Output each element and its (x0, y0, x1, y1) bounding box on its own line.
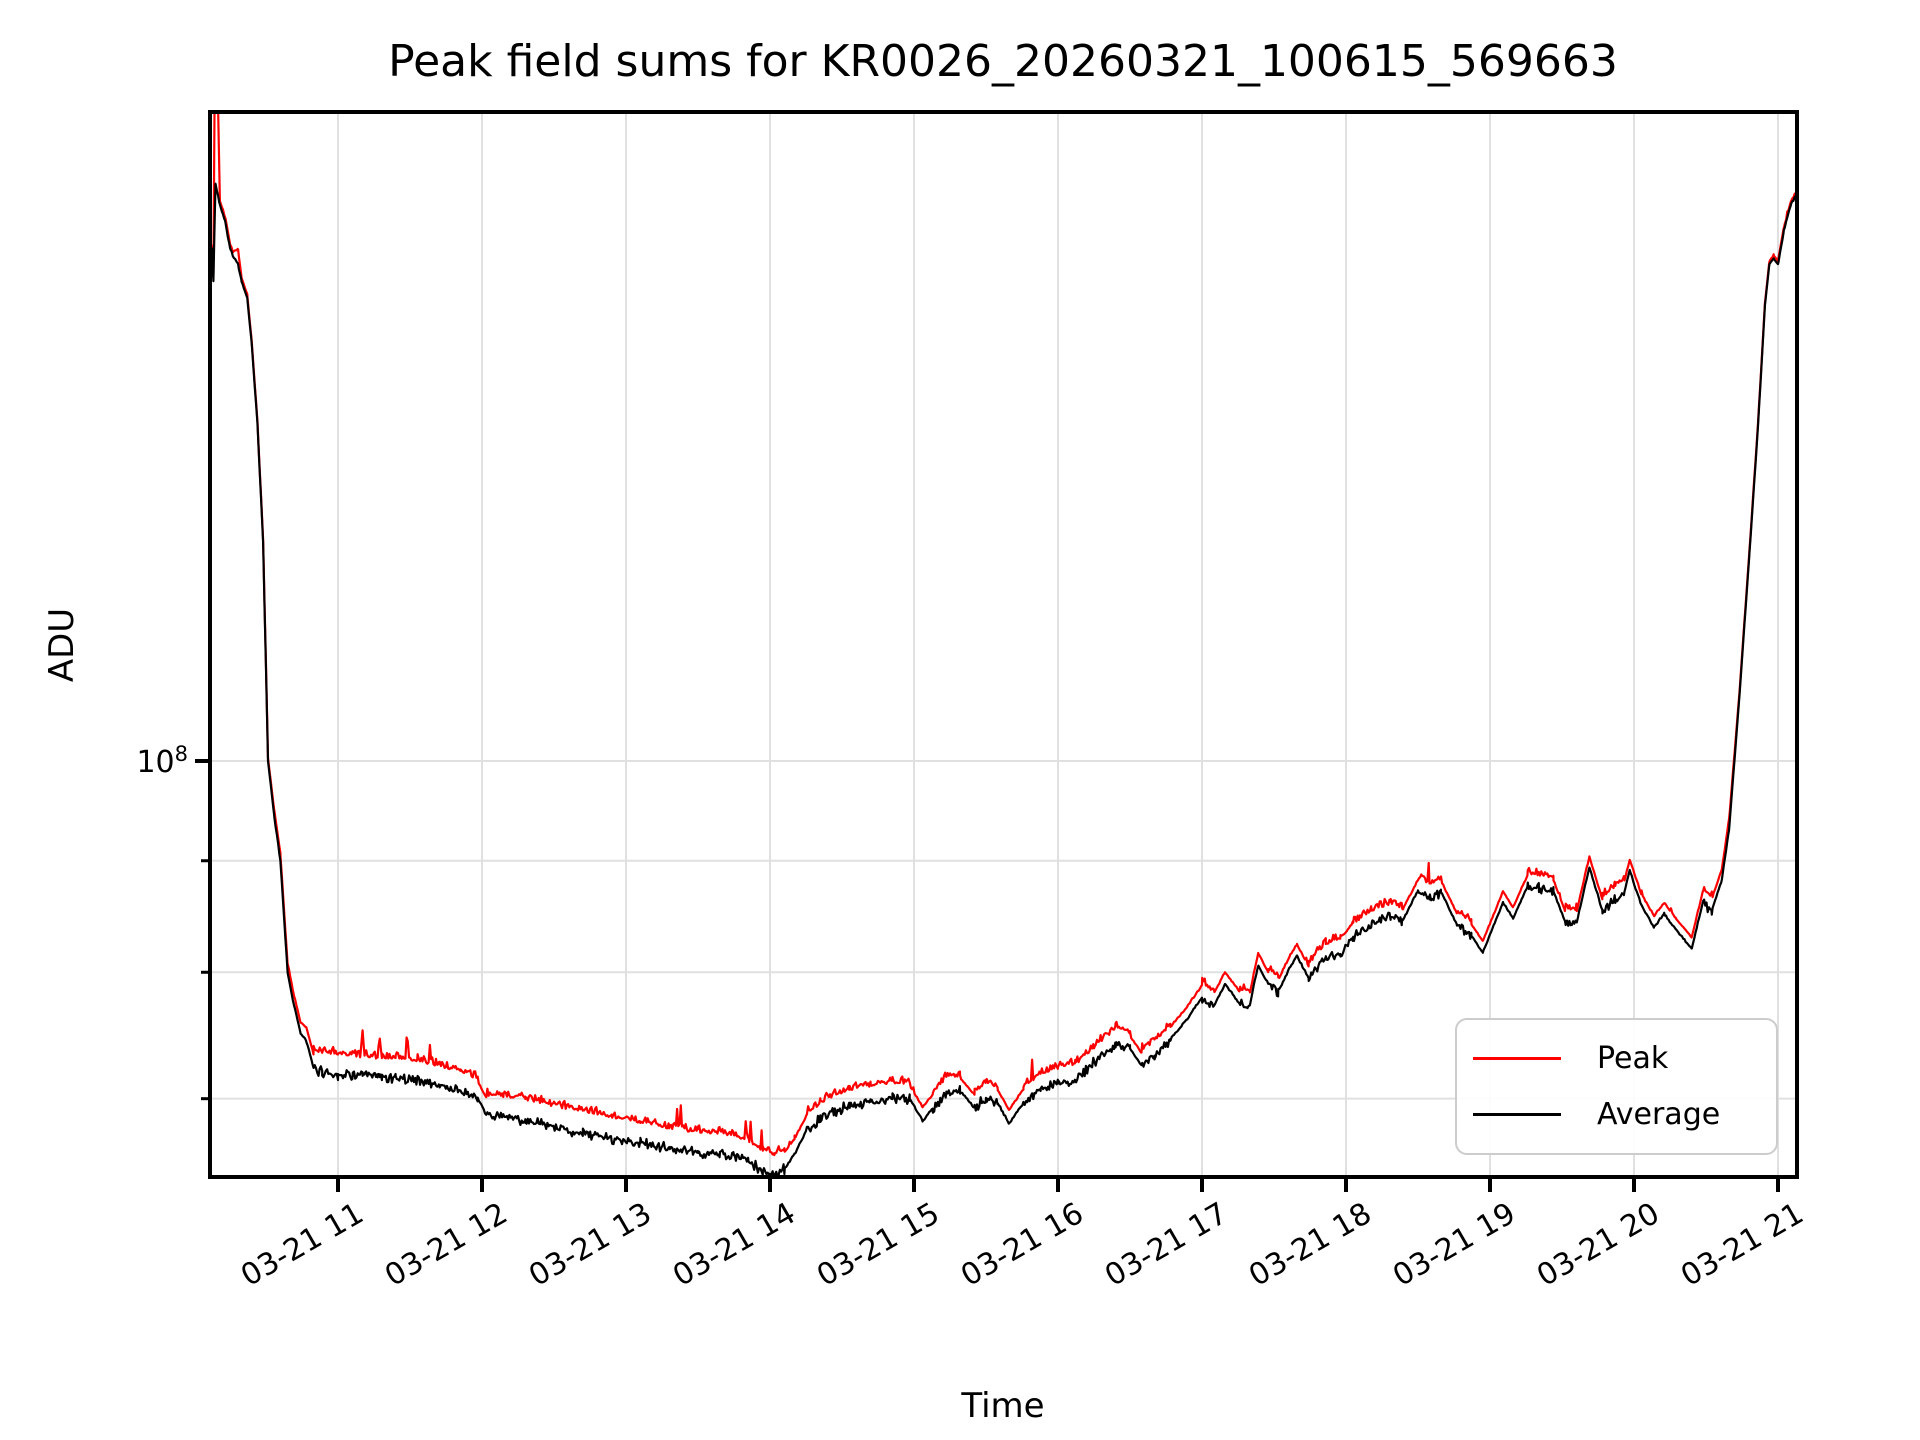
legend-entry-peak: Peak (1457, 1038, 1776, 1080)
average-series-line (210, 182, 1797, 1177)
x-axis-label: Time (961, 1386, 1045, 1426)
legend: Peak Average (1455, 1018, 1778, 1155)
legend-peak-label: Peak (1597, 1041, 1669, 1076)
y-tick-exponent: 8 (174, 742, 188, 766)
average-line-sample (1473, 1113, 1561, 1116)
peak-line-sample (1473, 1057, 1561, 1060)
legend-entry-average: Average (1457, 1094, 1776, 1136)
legend-average-label: Average (1597, 1097, 1721, 1132)
y-axis-label: ADU (42, 607, 82, 683)
axes-frame (208, 110, 1799, 1179)
chart-title: Peak field sums for KR0026_20260321_1006… (388, 36, 1618, 87)
y-tick-label: 108 (136, 742, 188, 780)
y-tick-base: 10 (136, 745, 175, 780)
peak-series-line (210, 112, 1797, 1157)
